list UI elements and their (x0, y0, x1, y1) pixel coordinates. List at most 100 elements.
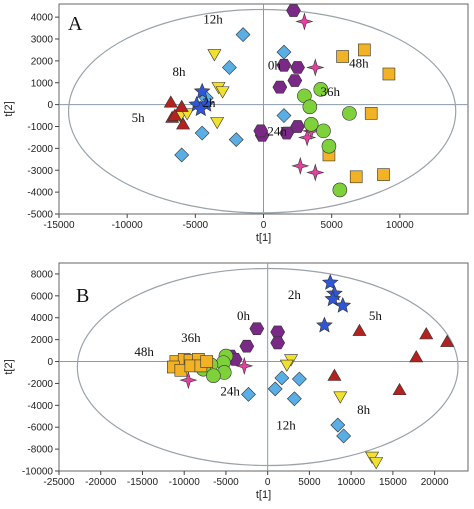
hexagon-marker (279, 126, 295, 140)
down-triangle-marker (207, 49, 222, 62)
time-point-label: 12h (203, 12, 223, 27)
y-tick-label: -4000 (27, 401, 53, 412)
circle-marker (206, 368, 221, 384)
diamond-marker (291, 371, 307, 387)
time-point-label: 5h (132, 110, 146, 125)
star-marker (334, 296, 352, 313)
y-tick-label: 8000 (31, 269, 54, 280)
time-point-label: 0h (268, 58, 282, 73)
y-axis-title: t[2] (3, 359, 15, 374)
hexagon-series (253, 4, 305, 142)
four-point-star-marker (306, 163, 325, 182)
x-tick-label: -15000 (43, 220, 75, 231)
x-tick-label: -25000 (43, 477, 75, 488)
y-tick-label: -8000 (27, 445, 53, 456)
star4-series (291, 12, 325, 182)
x-tick-label: 5000 (321, 220, 344, 231)
x-tick-label: -10000 (169, 477, 201, 488)
plot-frame (58, 262, 469, 472)
diamond-marker (228, 132, 244, 148)
y-tick-label: 2000 (31, 56, 54, 67)
square-marker (358, 43, 371, 57)
star-marker (324, 290, 342, 307)
x-tick-label: -20000 (85, 477, 117, 488)
diamond-marker (286, 391, 302, 407)
time-point-label: 24h (267, 123, 287, 138)
y-tick-label: 0 (47, 100, 53, 111)
hexagon-marker (249, 322, 265, 336)
hexagon-marker (276, 58, 292, 72)
up-triangle-marker (352, 323, 367, 336)
x-tick-label: -5000 (183, 220, 209, 231)
diamond-marker (276, 108, 292, 123)
y-tick-label: -1000 (27, 122, 53, 133)
y-tick-label: 1000 (31, 78, 54, 89)
confidence-ellipse (76, 267, 459, 467)
up-triangle-marker (440, 334, 455, 347)
panel-b-score-plot: -25000 -20000 -15000 -10000 -5000 0 5000 10000 1… (3, 262, 469, 501)
four-point-star-marker (235, 356, 254, 375)
time-point-label: 36h (181, 330, 201, 345)
x-tick-label: 10000 (386, 220, 414, 231)
diamond-marker (235, 27, 251, 43)
x-tick-label: 5000 (298, 477, 321, 488)
up-triangle-marker (167, 108, 182, 121)
time-point-label: 2h (288, 287, 302, 302)
up-triangle-marker (419, 327, 434, 340)
star-series (188, 82, 215, 117)
x-tick-label: 10000 (337, 477, 365, 488)
star-series (316, 273, 352, 333)
hexagon-marker (272, 80, 288, 94)
time-point-label: 0h (237, 308, 251, 323)
hexagon-marker (253, 124, 269, 138)
triangle-down-series (279, 354, 384, 470)
y-tick-label: -2000 (27, 144, 53, 155)
x-axis-title: t[1] (256, 489, 271, 501)
diamond-marker (174, 147, 190, 163)
diamond-marker (241, 386, 256, 402)
time-point-label: 8h (172, 64, 186, 79)
diamond-series (241, 370, 352, 444)
y-tick-label: -4000 (27, 188, 53, 199)
y-tick-label: -6000 (27, 423, 53, 434)
time-point-label: 48h (134, 344, 154, 359)
diamond-marker (274, 370, 290, 386)
time-point-label: 36h (321, 84, 341, 99)
panel-letter: A (68, 13, 83, 35)
four-point-star-marker (291, 156, 310, 175)
hexagon-marker (286, 4, 301, 17)
y-tick-label: 0 (47, 357, 53, 368)
hexagon-marker (239, 339, 255, 353)
down-triangle-marker (333, 391, 348, 404)
square-series (322, 43, 396, 184)
square-marker (382, 67, 396, 81)
circle-marker (313, 82, 329, 97)
square-marker (364, 107, 378, 120)
y-tick-label: -3000 (27, 166, 53, 177)
square-marker (336, 50, 349, 63)
square-marker (200, 355, 214, 368)
x-tick-label: -10000 (112, 220, 144, 231)
y-tick-label: 4000 (31, 13, 54, 24)
x-tick-label: 0 (265, 477, 271, 488)
circle-marker (342, 106, 357, 121)
up-triangle-marker (327, 368, 342, 381)
triangle-up-series (163, 95, 191, 130)
diamond-marker (336, 428, 352, 444)
panel-a-score-plot: -15000 -10000 -5000 0 5000 10000-5000-4000-30… (3, 3, 469, 244)
diamond-marker (194, 125, 210, 141)
star-marker (193, 82, 211, 99)
up-triangle-marker (392, 382, 407, 396)
circle-marker (303, 117, 319, 132)
circle-marker (332, 182, 348, 198)
circle-series (297, 82, 357, 198)
square-marker (349, 170, 363, 184)
star4-series (179, 356, 254, 390)
up-triangle-marker (174, 99, 189, 112)
y-axis-title: t[2] (3, 101, 15, 116)
hexagon-marker (290, 61, 305, 74)
confidence-ellipse (67, 8, 457, 214)
panel-letter: B (76, 285, 89, 307)
time-point-label: 12h (276, 417, 296, 432)
